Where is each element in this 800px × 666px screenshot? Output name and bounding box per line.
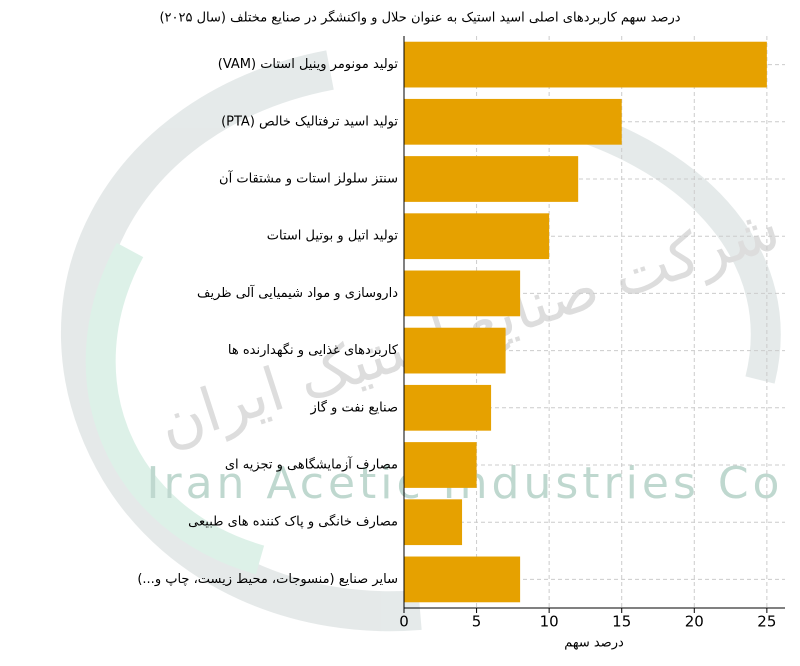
x-axis-label: درصد سهم xyxy=(564,636,624,651)
bar xyxy=(404,499,463,546)
bar xyxy=(404,384,492,431)
bar xyxy=(404,270,521,317)
y-tick-label: کاربردهای غذایی و نگهدارنده ها xyxy=(228,342,399,358)
x-tick-label: 15 xyxy=(612,613,631,631)
y-tick-label: تولید اسید ترفتالیک خالص (PTA) xyxy=(221,114,398,129)
y-tick-label: مصارف خانگی و پاک کننده های طبیعی xyxy=(188,514,398,530)
x-tick-label: 25 xyxy=(757,613,776,631)
x-tick-label: 5 xyxy=(472,613,482,631)
bar xyxy=(404,213,550,260)
y-tick-label: مصارف آزمایشگاهی و تجزیه ای xyxy=(225,456,398,473)
x-tick-label: 0 xyxy=(399,613,409,631)
x-tick-label: 20 xyxy=(685,613,704,631)
bar xyxy=(404,41,767,88)
bar xyxy=(404,327,506,374)
y-tick-label: تولید اتیل و بوتیل استات xyxy=(267,229,399,244)
bar xyxy=(404,556,521,603)
y-tick-label: سایر صنایع (منسوجات، محیط زیست، چاپ و...… xyxy=(137,572,398,587)
y-tick-label: صنایع نفت و گاز xyxy=(309,399,398,415)
bar xyxy=(404,442,477,488)
y-tick-label: تولید مونومر وینیل استات (VAM) xyxy=(218,57,399,72)
y-tick-label: داروسازی و مواد شیمیایی آلی ظریف xyxy=(197,284,398,301)
chart-title: درصد سهم کاربردهای اصلی اسید استیک به عن… xyxy=(159,10,680,26)
x-tick-label: 10 xyxy=(540,613,559,631)
bar xyxy=(404,156,579,202)
y-tick-label: سنتز سلولز استات و مشتقات آن xyxy=(219,170,398,187)
bar xyxy=(404,98,622,145)
